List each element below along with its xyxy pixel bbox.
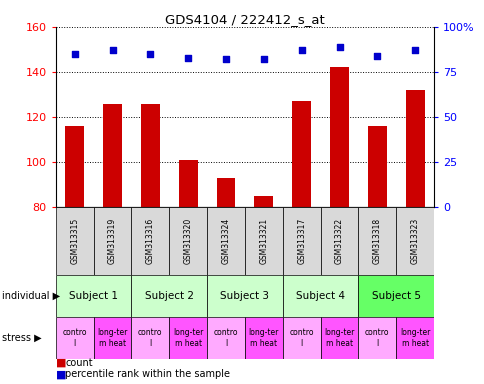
Text: count: count xyxy=(65,358,93,368)
Text: contro
l: contro l xyxy=(364,328,389,348)
Bar xyxy=(65,126,84,207)
Text: Subject 5: Subject 5 xyxy=(371,291,420,301)
Text: GSM313321: GSM313321 xyxy=(259,218,268,264)
Text: long-ter
m heat: long-ter m heat xyxy=(399,328,429,348)
Title: GDS4104 / 222412_s_at: GDS4104 / 222412_s_at xyxy=(165,13,324,26)
Text: long-ter
m heat: long-ter m heat xyxy=(248,328,278,348)
Text: individual ▶: individual ▶ xyxy=(2,291,60,301)
Text: GSM313317: GSM313317 xyxy=(297,218,305,264)
Bar xyxy=(358,207,395,275)
Point xyxy=(259,56,267,63)
Bar xyxy=(358,317,395,359)
Text: GSM313324: GSM313324 xyxy=(221,218,230,264)
Point xyxy=(108,47,116,53)
Point xyxy=(184,55,192,61)
Text: contro
l: contro l xyxy=(138,328,162,348)
Bar xyxy=(56,207,93,275)
Bar xyxy=(178,160,197,207)
Bar xyxy=(320,317,358,359)
Bar xyxy=(282,207,320,275)
Bar xyxy=(103,104,122,207)
Text: GSM313319: GSM313319 xyxy=(108,218,117,264)
Text: contro
l: contro l xyxy=(289,328,313,348)
Text: contro
l: contro l xyxy=(213,328,238,348)
Bar xyxy=(367,126,386,207)
Text: ■: ■ xyxy=(56,358,66,368)
Text: long-ter
m heat: long-ter m heat xyxy=(324,328,354,348)
Text: Subject 4: Subject 4 xyxy=(295,291,345,301)
Bar xyxy=(140,104,159,207)
Text: GSM313322: GSM313322 xyxy=(334,218,343,264)
Point xyxy=(71,51,78,57)
Bar xyxy=(244,207,282,275)
Bar xyxy=(291,101,311,207)
Point xyxy=(146,51,154,57)
Bar xyxy=(358,275,433,317)
Bar xyxy=(93,317,131,359)
Text: long-ter
m heat: long-ter m heat xyxy=(173,328,203,348)
Point xyxy=(410,47,418,53)
Bar xyxy=(131,275,207,317)
Point xyxy=(297,47,305,53)
Text: GSM313316: GSM313316 xyxy=(146,218,154,264)
Bar xyxy=(131,317,169,359)
Bar xyxy=(330,68,348,207)
Point xyxy=(335,44,343,50)
Text: Subject 1: Subject 1 xyxy=(69,291,118,301)
Text: GSM313323: GSM313323 xyxy=(410,218,419,264)
Text: contro
l: contro l xyxy=(62,328,87,348)
Bar xyxy=(320,207,358,275)
Bar xyxy=(207,317,244,359)
Bar xyxy=(131,207,169,275)
Bar xyxy=(395,317,433,359)
Bar xyxy=(395,207,433,275)
Text: long-ter
m heat: long-ter m heat xyxy=(97,328,127,348)
Text: Subject 2: Subject 2 xyxy=(144,291,194,301)
Bar xyxy=(216,178,235,207)
Bar xyxy=(169,207,207,275)
Text: percentile rank within the sample: percentile rank within the sample xyxy=(65,369,230,379)
Text: GSM313315: GSM313315 xyxy=(70,218,79,264)
Bar xyxy=(207,207,244,275)
Bar xyxy=(207,275,282,317)
Text: GSM313318: GSM313318 xyxy=(372,218,381,264)
Text: GSM313320: GSM313320 xyxy=(183,218,192,264)
Point xyxy=(222,56,229,63)
Bar xyxy=(282,275,358,317)
Bar xyxy=(169,317,207,359)
Bar xyxy=(56,275,131,317)
Text: ■: ■ xyxy=(56,369,66,379)
Bar xyxy=(56,317,93,359)
Bar xyxy=(282,317,320,359)
Point xyxy=(373,53,380,59)
Text: Subject 3: Subject 3 xyxy=(220,291,269,301)
Text: stress ▶: stress ▶ xyxy=(2,333,42,343)
Bar xyxy=(405,90,424,207)
Bar xyxy=(254,196,273,207)
Bar xyxy=(93,207,131,275)
Bar xyxy=(244,317,282,359)
